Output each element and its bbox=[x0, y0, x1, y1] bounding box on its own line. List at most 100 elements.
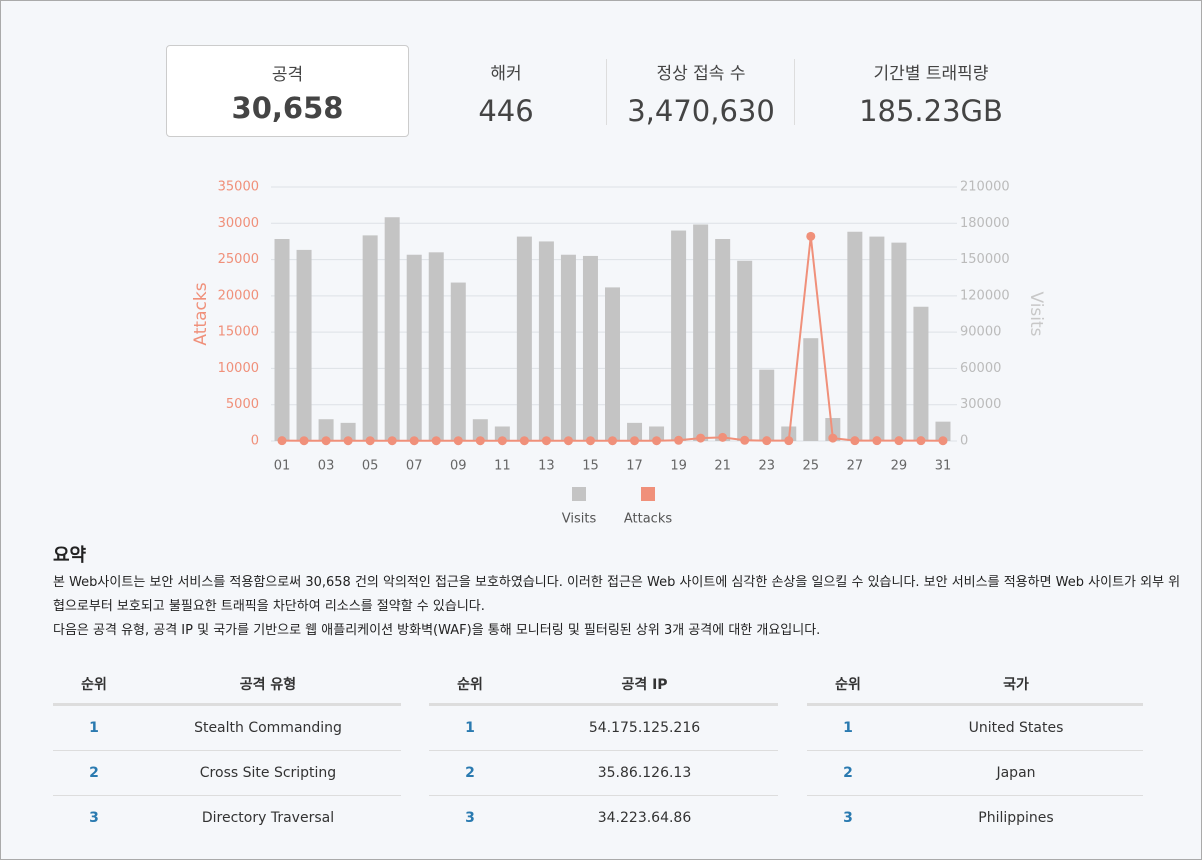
bar bbox=[935, 421, 951, 441]
bar bbox=[582, 255, 598, 441]
bar bbox=[318, 419, 334, 441]
x-tick-label: 03 bbox=[318, 459, 335, 474]
ranking-table: 순위 공격 유형 1 Stealth Commanding 2 Cross Site Sc… bbox=[53, 665, 401, 840]
x-tick-label: 25 bbox=[803, 459, 820, 474]
y-tick-label: 5000 bbox=[226, 397, 259, 412]
y2-axis-title: Visits bbox=[1026, 291, 1046, 336]
rank: 2 bbox=[53, 750, 135, 796]
table-row: 3 Directory Traversal bbox=[53, 796, 401, 841]
point bbox=[608, 436, 617, 446]
legend-label: Attacks bbox=[624, 512, 673, 527]
cell: 34.223.64.86 bbox=[597, 810, 692, 826]
rank: 1 bbox=[53, 704, 135, 751]
bar bbox=[913, 306, 929, 441]
point bbox=[343, 436, 353, 446]
bar bbox=[627, 422, 643, 441]
y2-tick-label: 90000 bbox=[960, 325, 1001, 340]
y-tick-label: 15000 bbox=[218, 325, 259, 340]
column-header: 공격 IP bbox=[511, 665, 778, 706]
bar bbox=[847, 231, 863, 441]
x-tick-label: 11 bbox=[494, 459, 511, 474]
point bbox=[475, 436, 485, 446]
kpi-label: 공격 bbox=[271, 65, 304, 85]
point bbox=[894, 436, 904, 446]
separator bbox=[794, 59, 795, 125]
point bbox=[828, 433, 838, 443]
kpi: 기간별 트래픽량 185.23GB bbox=[831, 59, 1031, 128]
x-tick-label: 13 bbox=[538, 459, 555, 474]
rank: 1 bbox=[807, 704, 889, 751]
legend-label: Visits bbox=[562, 512, 597, 527]
x-tick-label: 29 bbox=[891, 459, 908, 474]
summary-text: 본 Web사이트는 보안 서비스를 적용함으로써 30,658 건의 악의적인 … bbox=[53, 571, 1188, 643]
kpi: 해커 446 bbox=[446, 59, 566, 128]
y-tick-label: 20000 bbox=[218, 288, 259, 303]
point bbox=[762, 436, 772, 446]
y2-tick-label: 150000 bbox=[960, 252, 1010, 267]
point bbox=[453, 436, 463, 446]
bar bbox=[891, 242, 907, 441]
bar bbox=[362, 235, 378, 441]
y-tick-label: 35000 bbox=[218, 180, 259, 195]
rank: 3 bbox=[843, 810, 853, 826]
kpi-value: 446 bbox=[478, 94, 534, 128]
x-tick-label: 09 bbox=[450, 459, 467, 474]
bar bbox=[274, 239, 290, 441]
rank: 1 bbox=[429, 704, 511, 751]
bar bbox=[715, 239, 731, 441]
rank: 3 bbox=[89, 810, 99, 826]
cell: Philippines bbox=[978, 810, 1054, 826]
kpi-label: 해커 bbox=[490, 64, 522, 84]
bar bbox=[560, 254, 576, 441]
kpi-card: 공격 30,658 bbox=[166, 45, 409, 137]
header-row: 순위 국가 bbox=[807, 665, 1143, 706]
kpi-value: 185.23GB bbox=[859, 94, 1003, 128]
y-tick-label: 25000 bbox=[218, 252, 259, 267]
y2-tick-label: 180000 bbox=[960, 216, 1010, 231]
cell: Japan bbox=[889, 750, 1143, 796]
column-header: 순위 bbox=[53, 665, 135, 706]
y-tick-label: 0 bbox=[251, 434, 259, 449]
column-header: 순위 bbox=[429, 665, 511, 706]
point bbox=[563, 436, 573, 446]
point bbox=[806, 231, 816, 241]
cell: Stealth Commanding bbox=[135, 704, 401, 751]
table-row: 2 Cross Site Scripting bbox=[53, 750, 401, 796]
point bbox=[541, 436, 551, 446]
cell: Directory Traversal bbox=[201, 810, 335, 826]
bar bbox=[693, 224, 709, 441]
x-tick-label: 01 bbox=[274, 459, 291, 474]
y-axis-title: Attacks bbox=[191, 282, 211, 345]
y-tick-label: 10000 bbox=[218, 361, 259, 376]
separator bbox=[606, 59, 607, 125]
bar bbox=[428, 252, 444, 441]
ranking-table: 순위 공격 IP 1 54.175.125.216 2 35.86.126.13 3 34.2… bbox=[429, 665, 778, 840]
kpi-value: 30,658 bbox=[231, 91, 344, 125]
x-tick-label: 15 bbox=[582, 459, 599, 474]
point bbox=[387, 436, 397, 446]
cell: 35.86.126.13 bbox=[511, 750, 778, 796]
rank: 2 bbox=[429, 750, 511, 796]
point bbox=[497, 436, 507, 446]
y2-tick-label: 30000 bbox=[960, 397, 1001, 412]
table-row: 1 United States bbox=[807, 704, 1143, 751]
bar bbox=[450, 282, 466, 441]
point bbox=[365, 436, 375, 446]
kpi-label: 기간별 트래픽량 bbox=[873, 64, 989, 84]
point bbox=[718, 432, 728, 442]
cell: United States bbox=[889, 704, 1143, 751]
point bbox=[696, 433, 706, 443]
column-header: 순위 bbox=[807, 665, 889, 706]
bar bbox=[472, 419, 488, 441]
summary-title: 요약 bbox=[53, 545, 87, 566]
x-tick-label: 19 bbox=[670, 459, 687, 474]
table-row: 2 Japan bbox=[807, 750, 1143, 796]
bar bbox=[737, 260, 753, 441]
table-row: 1 Stealth Commanding bbox=[53, 704, 401, 751]
x-tick-label: 07 bbox=[406, 459, 423, 474]
bar bbox=[406, 254, 422, 441]
point bbox=[431, 436, 441, 446]
y2-tick-label: 210000 bbox=[960, 180, 1010, 195]
kpi-value: 3,470,630 bbox=[627, 94, 775, 128]
